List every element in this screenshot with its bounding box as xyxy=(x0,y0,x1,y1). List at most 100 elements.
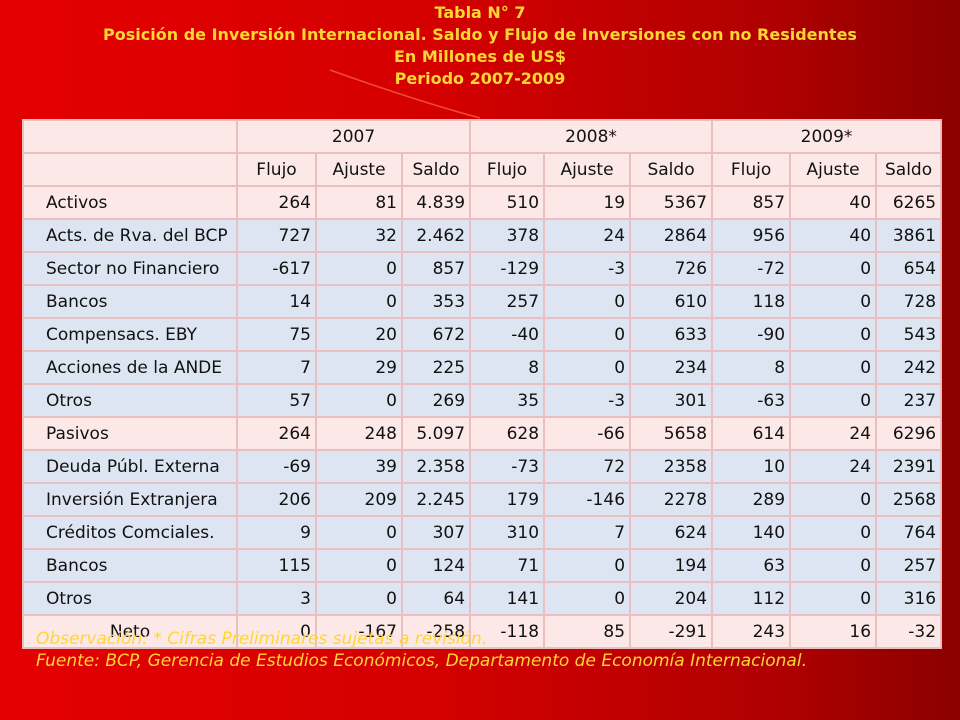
value-cell: 10 xyxy=(711,449,792,484)
subheader: Flujo xyxy=(711,152,792,187)
year-header-2008: 2008* xyxy=(469,119,714,154)
value-cell: 63 xyxy=(711,548,792,583)
value-cell: 16 xyxy=(789,614,878,649)
row-label: Compensacs. EBY xyxy=(22,317,238,352)
value-cell: 2.245 xyxy=(400,482,472,517)
value-cell: 39 xyxy=(315,449,403,484)
value-cell: 234 xyxy=(629,350,714,385)
value-cell: 0 xyxy=(789,482,878,517)
value-cell: 40 xyxy=(789,185,878,220)
value-cell: 115 xyxy=(236,548,317,583)
value-cell: 29 xyxy=(315,350,403,385)
value-cell: 2358 xyxy=(629,449,714,484)
value-cell: 242 xyxy=(875,350,943,385)
value-cell: 0 xyxy=(315,251,403,286)
value-cell: 124 xyxy=(400,548,472,583)
value-cell: 633 xyxy=(629,317,714,352)
value-cell: 6265 xyxy=(875,185,943,220)
value-cell: 0 xyxy=(789,251,878,286)
value-cell: 5367 xyxy=(629,185,714,220)
value-cell: 0 xyxy=(315,515,403,550)
value-cell: 0 xyxy=(789,515,878,550)
value-cell: 24 xyxy=(789,416,878,451)
subheader: Ajuste xyxy=(315,152,403,187)
value-cell: 72 xyxy=(543,449,632,484)
subheader: Saldo xyxy=(400,152,472,187)
value-cell: 85 xyxy=(543,614,632,649)
value-cell: 14 xyxy=(236,284,317,319)
subheader: Ajuste xyxy=(789,152,878,187)
value-cell: -617 xyxy=(236,251,317,286)
footnotes: Observación: * Cifras Preliminares sujet… xyxy=(36,628,956,672)
subheader: Saldo xyxy=(875,152,943,187)
value-cell: 0 xyxy=(543,548,632,583)
value-cell: -146 xyxy=(543,482,632,517)
value-cell: 956 xyxy=(711,218,792,253)
value-cell: -291 xyxy=(629,614,714,649)
value-cell: -118 xyxy=(469,614,546,649)
value-cell: 2864 xyxy=(629,218,714,253)
value-cell: 0 xyxy=(789,548,878,583)
value-cell: 71 xyxy=(469,548,546,583)
row-label: Otros xyxy=(22,581,238,616)
year-header-row: 2007 2008* 2009* xyxy=(22,119,943,154)
value-cell: -73 xyxy=(469,449,546,484)
value-cell: 2.358 xyxy=(400,449,472,484)
table-row: Bancos 115 0 124 71 0 194 63 0 257 xyxy=(22,548,943,583)
row-label: Activos xyxy=(22,185,238,220)
table-title: Posición de Inversión Internacional. Sal… xyxy=(103,25,857,44)
value-cell: 269 xyxy=(400,383,472,418)
value-cell: 141 xyxy=(469,581,546,616)
value-cell: 8 xyxy=(711,350,792,385)
value-cell: 672 xyxy=(400,317,472,352)
value-cell: 206 xyxy=(236,482,317,517)
subheader: Ajuste xyxy=(543,152,632,187)
subheader: Flujo xyxy=(236,152,317,187)
value-cell: 6296 xyxy=(875,416,943,451)
value-cell: 0 xyxy=(789,284,878,319)
value-cell: 5.097 xyxy=(400,416,472,451)
value-cell: 0 xyxy=(789,383,878,418)
table-units: En Millones de US$ xyxy=(393,47,567,66)
value-cell: 209 xyxy=(315,482,403,517)
value-cell: 0 xyxy=(543,317,632,352)
value-cell: 310 xyxy=(469,515,546,550)
value-cell: 264 xyxy=(236,185,317,220)
value-cell: -72 xyxy=(711,251,792,286)
corner-cell xyxy=(22,152,238,187)
value-cell: 764 xyxy=(875,515,943,550)
value-cell: 0 xyxy=(236,614,317,649)
value-cell: 24 xyxy=(543,218,632,253)
year-header-2009: 2009* xyxy=(711,119,943,154)
row-label: Bancos xyxy=(22,548,238,583)
value-cell: -69 xyxy=(236,449,317,484)
value-cell: 5658 xyxy=(629,416,714,451)
value-cell: 624 xyxy=(629,515,714,550)
table-row: Neto 0 -167 -258 -118 85 -291 243 16 -32 xyxy=(22,614,943,649)
row-label: Acts. de Rva. del BCP xyxy=(22,218,238,253)
value-cell: 0 xyxy=(315,548,403,583)
table-body: Activos 264 81 4.839 510 19 5367 857 40 6265 Acts.… xyxy=(22,185,943,649)
value-cell: -90 xyxy=(711,317,792,352)
value-cell: 3861 xyxy=(875,218,943,253)
table-row: Bancos 14 0 353 257 0 610 118 0 728 xyxy=(22,284,943,319)
value-cell: 0 xyxy=(789,350,878,385)
table-row: Créditos Comciales. 9 0 307 310 7 624 140 0 764 xyxy=(22,515,943,550)
value-cell: 118 xyxy=(711,284,792,319)
value-cell: 7 xyxy=(543,515,632,550)
value-cell: -40 xyxy=(469,317,546,352)
row-label: Pasivos xyxy=(22,416,238,451)
value-cell: 307 xyxy=(400,515,472,550)
value-cell: 204 xyxy=(629,581,714,616)
table-number: Tabla N° 7 xyxy=(434,3,526,22)
source-note: Fuente: BCP, Gerencia de Estudios Económ… xyxy=(36,651,807,671)
subheader: Saldo xyxy=(629,152,714,187)
value-cell: 857 xyxy=(400,251,472,286)
value-cell: 543 xyxy=(875,317,943,352)
value-cell: 0 xyxy=(789,581,878,616)
value-cell: 0 xyxy=(789,317,878,352)
value-cell: 57 xyxy=(236,383,317,418)
value-cell: 194 xyxy=(629,548,714,583)
value-cell: -167 xyxy=(315,614,403,649)
value-cell: -258 xyxy=(400,614,472,649)
